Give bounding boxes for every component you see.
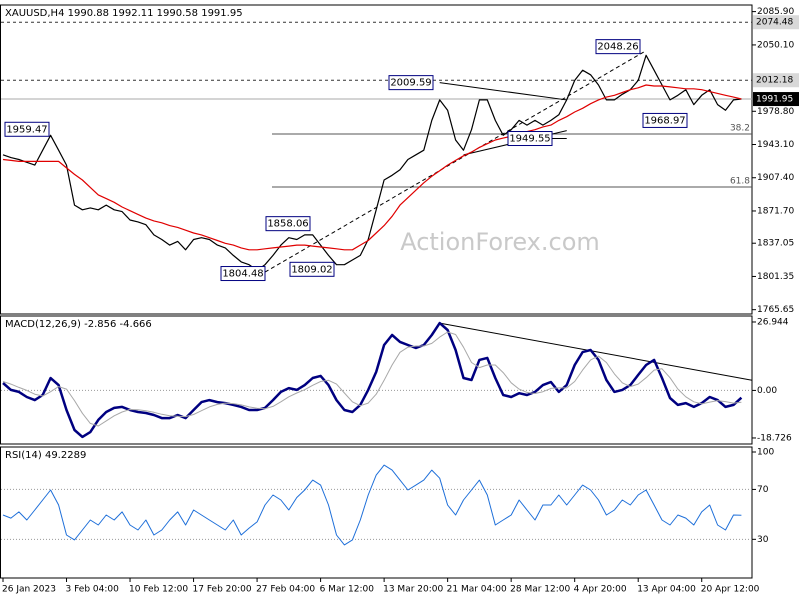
level-box bbox=[753, 92, 799, 107]
y-tick-label: 70 bbox=[757, 485, 769, 495]
trendline bbox=[439, 82, 567, 101]
price-label-box bbox=[388, 75, 434, 91]
fib-label: 38.2 bbox=[730, 123, 750, 133]
price-label: 1809.02 bbox=[291, 264, 332, 275]
level-label: 2012.18 bbox=[756, 76, 793, 86]
x-tick-label: 4 Apr 20:00 bbox=[574, 585, 627, 595]
y-tick-label: 2050.10 bbox=[757, 40, 794, 50]
x-tick-label: 26 Jan 2023 bbox=[2, 585, 56, 595]
panel-title: MACD(12,26,9) -2.856 -4.666 bbox=[5, 319, 152, 330]
x-tick-label: 21 Mar 04:00 bbox=[447, 585, 507, 595]
price-label: 1968.97 bbox=[644, 115, 685, 126]
y-tick-label: 1765.65 bbox=[757, 305, 794, 315]
y-tick-label: 0.00 bbox=[757, 386, 777, 396]
level-label: 1991.95 bbox=[756, 95, 793, 105]
y-tick-label: 1978.80 bbox=[757, 107, 794, 117]
y-tick-label: 1801.35 bbox=[757, 272, 794, 282]
price-label-box bbox=[289, 261, 335, 277]
y-tick-label: 1943.10 bbox=[757, 140, 794, 150]
watermark: ActionForex.com bbox=[400, 228, 600, 256]
price-label-box bbox=[265, 216, 311, 232]
level-box bbox=[753, 73, 799, 88]
fib-label: 61.8 bbox=[730, 176, 750, 186]
y-tick-label: 2085.90 bbox=[757, 7, 794, 17]
x-tick-label: 6 Mar 12:00 bbox=[320, 585, 375, 595]
price-label: 1804.48 bbox=[222, 269, 263, 280]
y-tick-label: 1837.05 bbox=[757, 239, 794, 249]
panel-frame bbox=[0, 4, 753, 315]
panel-frame bbox=[0, 446, 753, 579]
price-label: 1949.55 bbox=[509, 134, 550, 145]
series-line bbox=[2, 84, 742, 251]
price-label: 2048.26 bbox=[597, 42, 638, 53]
y-tick-label: 1871.70 bbox=[757, 206, 794, 216]
price-label: 1959.47 bbox=[6, 124, 47, 135]
trendline bbox=[264, 50, 647, 273]
x-tick-label: 13 Mar 20:00 bbox=[383, 585, 443, 595]
price-label: 2009.59 bbox=[390, 78, 431, 89]
y-tick-label: 100 bbox=[757, 447, 774, 457]
series-line bbox=[2, 464, 742, 546]
price-label-box bbox=[220, 266, 266, 282]
price-label-box bbox=[4, 121, 50, 137]
price-label: 1858.06 bbox=[267, 219, 308, 230]
series-line bbox=[2, 331, 742, 427]
y-tick-label: -18.726 bbox=[757, 433, 792, 443]
y-tick-label: 30 bbox=[757, 535, 769, 545]
series-line bbox=[2, 321, 743, 439]
level-label: 2074.48 bbox=[756, 18, 793, 28]
x-tick-label: 17 Feb 20:00 bbox=[193, 585, 252, 595]
x-tick-label: 28 Mar 12:00 bbox=[510, 585, 570, 595]
x-tick-label: 10 Feb 12:00 bbox=[129, 585, 188, 595]
panel-title: RSI(14) 49.2289 bbox=[5, 450, 86, 461]
price-label-box bbox=[642, 112, 688, 128]
y-tick-label: 26.944 bbox=[757, 317, 789, 327]
price-label-box bbox=[595, 39, 641, 55]
price-label-box bbox=[507, 131, 553, 147]
trendline bbox=[439, 322, 753, 381]
x-tick-label: 13 Apr 04:00 bbox=[637, 585, 696, 595]
x-tick-label: 20 Apr 12:00 bbox=[701, 585, 760, 595]
x-tick-label: 3 Feb 04:00 bbox=[66, 585, 120, 595]
level-box bbox=[753, 15, 799, 30]
panel-title: XAUUSD,H4 1990.88 1992.11 1990.58 1991.9… bbox=[5, 8, 243, 19]
series-line bbox=[2, 54, 742, 271]
y-tick-label: 1907.40 bbox=[757, 173, 794, 183]
x-tick-label: 27 Feb 04:00 bbox=[256, 585, 315, 595]
